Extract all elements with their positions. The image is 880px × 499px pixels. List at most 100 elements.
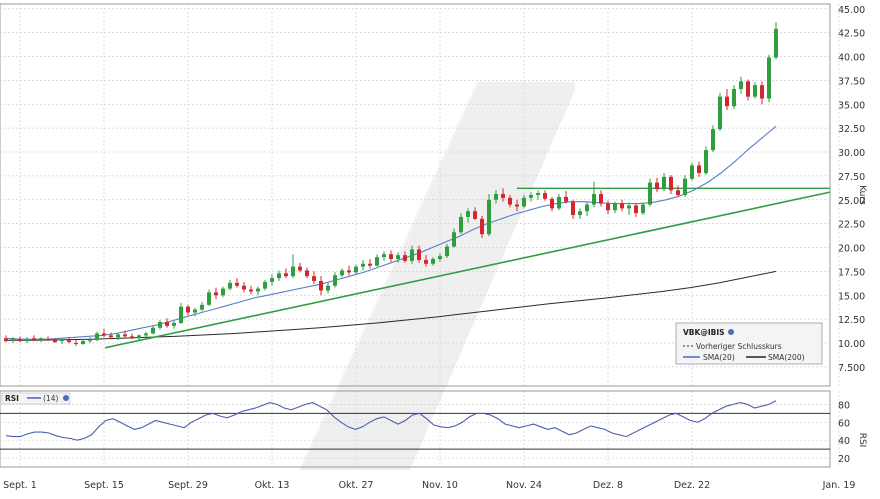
candle-body	[620, 203, 624, 209]
candle-body	[578, 211, 582, 216]
candle-body	[445, 246, 449, 257]
candle-body	[501, 194, 505, 198]
candle-body	[753, 85, 757, 97]
candle-body	[648, 182, 652, 205]
price-tick-label: 22.50	[838, 220, 865, 231]
candle-body	[186, 306, 190, 313]
candle-body	[347, 270, 351, 273]
candle-body	[508, 197, 512, 205]
candle-body	[746, 81, 750, 97]
sma200-line	[6, 270, 777, 341]
candle-body	[88, 340, 92, 342]
candle-body	[172, 322, 176, 326]
x-tick-label: Nov. 10	[422, 480, 458, 491]
price-tick-label: 12.50	[838, 315, 865, 326]
candle-body	[95, 333, 99, 341]
price-tick-label: 35.00	[838, 100, 865, 111]
candle-body	[263, 281, 267, 289]
price-tick-label: 30.00	[838, 148, 865, 159]
candle-body	[193, 309, 197, 313]
candle-body	[697, 165, 701, 174]
candle-body	[494, 194, 498, 200]
candle-body	[256, 288, 260, 292]
rsi-panel-frame	[0, 390, 831, 468]
candle-body	[382, 254, 386, 258]
candle-body	[571, 201, 575, 216]
candle-body	[536, 193, 540, 195]
x-tick-label: Nov. 24	[506, 480, 542, 491]
candle-body	[368, 263, 372, 266]
candle-body	[760, 85, 764, 99]
candle-body	[158, 322, 162, 328]
x-tick-label: Dez. 8	[593, 480, 623, 491]
candle-body	[487, 199, 491, 235]
support-trendline	[104, 191, 831, 349]
legend-item-sma200: SMA(200)	[768, 353, 805, 362]
candle-body	[592, 194, 596, 205]
rsi-axis-title: RSI	[857, 433, 867, 448]
rsi-tick-label: 80	[838, 400, 850, 411]
sma20-line	[5, 125, 777, 340]
rsi-header-label: RSI	[5, 394, 19, 403]
candle-body	[718, 96, 722, 130]
candle-body	[4, 338, 8, 342]
candle-body	[564, 196, 568, 202]
rsi-line	[5, 400, 777, 441]
candle-body	[214, 292, 218, 296]
candle-body	[333, 275, 337, 286]
candle-body	[242, 285, 246, 290]
x-tick-label: Sept. 1	[3, 480, 37, 491]
candle-body	[655, 182, 659, 190]
candle-body	[683, 178, 687, 195]
x-tick-label: Sept. 15	[84, 480, 124, 491]
candle-body	[165, 322, 169, 326]
candle-body	[249, 289, 253, 292]
x-tick-label: Jan. 19	[822, 480, 856, 491]
candle-body	[480, 218, 484, 235]
price-tick-label: 15.00	[838, 291, 865, 302]
candle-body	[25, 339, 29, 342]
candle-body	[130, 336, 134, 339]
price-panel-frame	[0, 3, 831, 387]
candle-body	[228, 282, 232, 289]
candle-body	[123, 334, 127, 337]
candle-body	[452, 232, 456, 247]
rsi-tick-label: 60	[838, 418, 850, 429]
price-axis-title: Kurs	[857, 185, 867, 205]
candle-body	[669, 176, 673, 191]
candle-body	[39, 338, 43, 341]
candle-body	[522, 197, 526, 207]
candle-body	[557, 196, 561, 209]
legend-settings-icon	[728, 329, 734, 335]
watermark-logo-edge	[299, 81, 479, 471]
candle-body	[11, 338, 15, 341]
candle-body	[291, 266, 295, 277]
candle-body	[515, 204, 519, 207]
x-tick-label: Okt. 27	[339, 480, 374, 491]
candle-body	[641, 204, 645, 214]
candle-body	[739, 81, 743, 89]
candle-body	[312, 276, 316, 281]
candle-body	[767, 57, 771, 99]
legend-item-sma20: SMA(20)	[703, 353, 735, 362]
candle-body	[354, 266, 358, 273]
candle-body	[627, 205, 631, 209]
candle-body	[662, 176, 666, 190]
candle-body	[32, 338, 36, 341]
price-tick-label: 32.50	[838, 124, 865, 135]
candle-body	[459, 216, 463, 233]
candle-body	[438, 256, 442, 259]
x-tick-label: Okt. 13	[255, 480, 290, 491]
candle-body	[116, 334, 120, 338]
candle-body	[319, 280, 323, 291]
candle-body	[403, 255, 407, 261]
candle-body	[53, 340, 57, 343]
rsi-tick-label: 20	[838, 454, 850, 465]
candle-body	[389, 254, 393, 259]
price-tick-label: 40.00	[838, 53, 865, 64]
candle-body	[151, 327, 155, 334]
candle-body	[18, 339, 22, 342]
candle-body	[676, 190, 680, 195]
